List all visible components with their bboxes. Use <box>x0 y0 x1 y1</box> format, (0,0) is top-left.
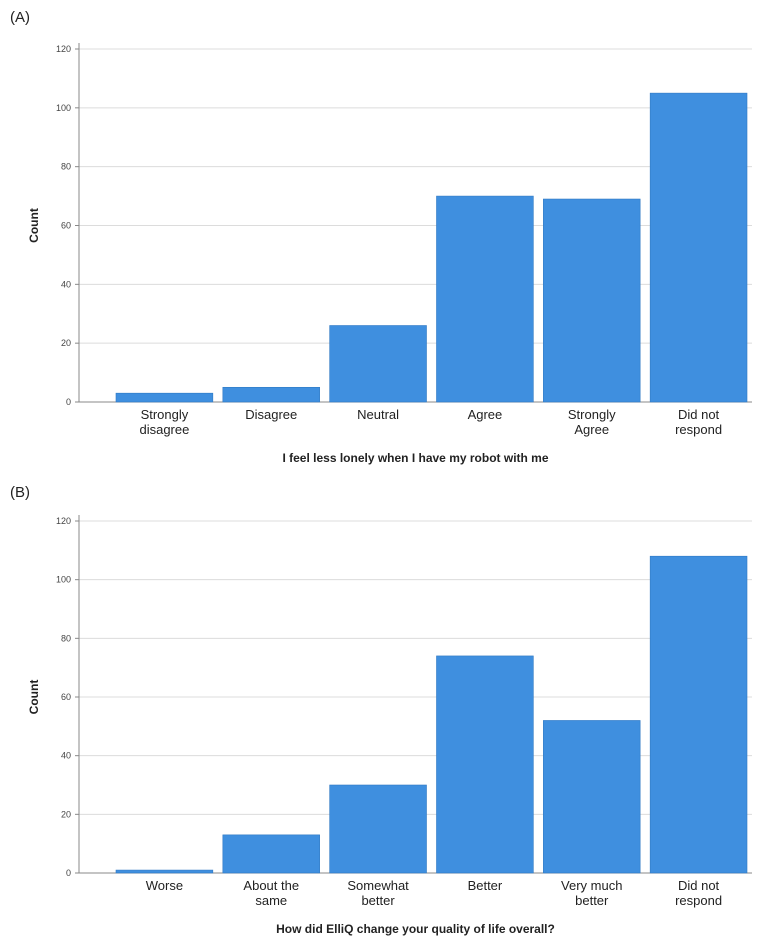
x-tick-label: same <box>255 893 287 908</box>
y-tick-label: 40 <box>61 751 71 761</box>
x-tick-label: respond <box>675 893 722 908</box>
bar <box>222 386 320 403</box>
bar <box>543 720 641 874</box>
y-axis-title: Count <box>27 208 41 243</box>
y-tick-label: 80 <box>61 162 71 172</box>
x-tick-label: respond <box>675 422 722 437</box>
y-tick-label: 20 <box>61 338 71 348</box>
x-tick-label: Neutral <box>357 407 399 422</box>
bar <box>649 555 748 874</box>
bar <box>329 784 427 874</box>
x-tick-label: Strongly <box>568 407 616 422</box>
x-tick-label: Worse <box>146 878 183 893</box>
x-tick-label: Better <box>468 878 503 893</box>
x-tick-label: disagree <box>139 422 189 437</box>
x-tick-label: better <box>361 893 395 908</box>
x-tick-label: Strongly <box>141 407 189 422</box>
x-tick-label: Agree <box>574 422 609 437</box>
y-tick-label: 20 <box>61 809 71 819</box>
y-tick-label: 60 <box>61 692 71 702</box>
panel-label: (A) <box>10 9 30 26</box>
y-tick-label: 0 <box>66 397 71 407</box>
bar <box>115 869 214 874</box>
panel-label: (B) <box>10 484 30 501</box>
y-tick-label: 100 <box>56 103 71 113</box>
chart-panel-a: (A)020406080100120StronglydisagreeDisagr… <box>10 9 752 465</box>
x-tick-label: Agree <box>468 407 503 422</box>
y-tick-label: 80 <box>61 633 71 643</box>
bar <box>115 392 214 403</box>
y-tick-label: 60 <box>61 221 71 231</box>
y-tick-label: 0 <box>66 868 71 878</box>
x-axis-title: I feel less lonely when I have my robot … <box>282 451 548 465</box>
x-tick-label: About the <box>243 878 299 893</box>
bar <box>436 195 534 403</box>
bar <box>649 92 748 403</box>
x-axis-title: How did ElliQ change your quality of lif… <box>276 922 555 936</box>
x-tick-label: Somewhat <box>347 878 409 893</box>
bar <box>436 655 534 874</box>
x-tick-label: Disagree <box>245 407 297 422</box>
y-tick-label: 40 <box>61 279 71 289</box>
y-tick-label: 120 <box>56 44 71 54</box>
bar <box>543 198 641 403</box>
y-axis-title: Count <box>27 680 41 715</box>
x-tick-label: Very much <box>561 878 622 893</box>
bar <box>329 325 427 403</box>
y-tick-label: 120 <box>56 516 71 526</box>
bar <box>222 834 320 874</box>
y-tick-label: 100 <box>56 575 71 585</box>
x-tick-label: Did not <box>678 407 720 422</box>
x-tick-label: better <box>575 893 609 908</box>
x-tick-label: Did not <box>678 878 720 893</box>
